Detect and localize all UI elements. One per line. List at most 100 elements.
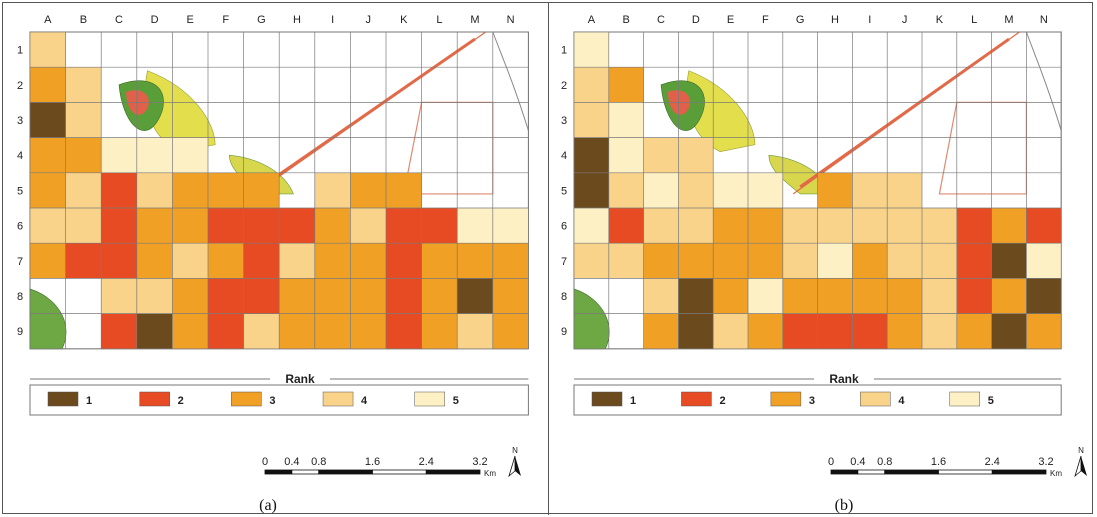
north-arrow-icon: N [508,446,521,478]
grid-cell-E6 [172,208,208,244]
row-label-2: 2 [17,80,23,92]
row-label-2: 2 [561,80,567,92]
grid-cell-F6 [208,208,244,244]
grid-cell-B6 [608,208,644,244]
grid-cell-C9 [101,313,137,349]
grid-cell-C7 [101,243,137,279]
grid-cell-J5 [887,172,922,208]
grid-cell-A3 [30,102,66,138]
grid-cell-M7 [457,243,493,279]
grid-cell-N8 [492,278,529,314]
grid-cell-K5 [386,172,422,208]
grid-cell-D6 [678,208,714,244]
grid-cell-C5 [643,172,679,208]
column-label-J: J [365,14,371,26]
grid-cell-H5 [817,172,853,208]
north-label: N [1078,446,1084,455]
grid-cell-N6 [1026,208,1062,244]
column-label-K: K [400,14,408,26]
scale-label: 3.2 [1038,456,1053,468]
grid-cell-D9 [136,313,173,349]
grid-cell-H9 [817,313,853,349]
scale-label: 0.8 [877,456,892,468]
row-label-5: 5 [561,185,567,197]
scale-segment [884,469,939,475]
scale-label: 2.4 [985,456,1000,468]
grid-cell-G6 [243,208,280,244]
column-label-E: E [187,14,194,26]
grid-cell-B6 [65,208,102,244]
grid-cell-F6 [748,208,783,244]
grid-cell-F5 [748,172,783,208]
scale-label: 1.6 [931,456,946,468]
grid-cell-J8 [350,278,386,314]
grid-cell-L6 [421,208,458,244]
grid-cell-N7 [492,243,529,279]
scale-label: 0.4 [850,456,865,468]
legend-swatch-3 [770,391,802,407]
scale-label: 3.2 [472,456,487,468]
grid-cell-J7 [350,243,386,279]
row-label-4: 4 [17,150,23,162]
north-arrow-right [515,456,521,476]
north-arrow-left [508,455,516,478]
north-label: N [512,446,518,455]
grid-cell-A5 [574,172,609,208]
grid-cell-F9 [748,313,783,349]
grid-cell-H6 [817,208,853,244]
grid-cell-F5 [208,172,244,208]
legend: Rank 1 2 3 4 5 [573,372,1062,416]
column-label-L: L [436,14,442,26]
column-label-D: D [151,14,159,26]
grid-cell-M8 [991,278,1027,314]
grid-cell-H6 [279,208,315,244]
grid-cell-B2 [608,67,644,103]
legend-label-4: 4 [361,395,368,407]
grid-cell-E5 [172,172,208,208]
scale-label: 2.4 [419,456,434,468]
column-label-L: L [971,14,977,26]
grid-cell-E8 [713,278,748,314]
scale-segment [264,469,293,475]
grid-cell-N8 [1026,278,1062,314]
column-label-B: B [80,14,87,26]
grid-cell-L8 [421,278,458,314]
caption-a: (a) [259,497,277,514]
row-label-1: 1 [561,45,567,57]
grid-cell-A7 [30,243,66,279]
column-label-F: F [222,14,229,26]
grid-cell-I5 [314,172,351,208]
grid-cell-L7 [421,243,458,279]
scale-segment [318,469,373,475]
column-label-H: H [293,14,301,26]
grid-cell-F8 [208,278,244,314]
grid-cell-A6 [574,208,609,244]
column-label-N: N [1040,14,1048,26]
legend-label-5: 5 [453,395,459,407]
grid-cell-L9 [956,313,992,349]
scale-segment [991,469,1047,475]
legend-swatch-1 [47,391,79,407]
grid-cell-B3 [608,102,644,138]
scale-bar: 0 0.4 0.8 1.6 2.4 3.2Km [828,456,1062,478]
grid-cell-N6 [492,208,529,244]
grid-cell-G6 [782,208,818,244]
column-label-H: H [831,14,839,26]
rank-map-a: A B C D E F G H I J K L M N 1 2 3 4 5 6 7 8 9 Rank 1 2 3 4 5 0 0.4 0.8 1… [17,14,529,478]
rank-cells [574,32,1062,349]
legend-swatch-2 [681,391,712,407]
caption-b: (b) [834,497,854,514]
grid-cell-B4 [65,137,102,173]
grid-cell-A1 [574,32,609,68]
grid-cell-C8 [643,278,679,314]
grid-cell-F7 [208,243,244,279]
grid-cell-A7 [574,243,609,279]
grid-cell-E8 [172,278,208,314]
grid-cell-I6 [852,208,888,244]
grid-cell-B7 [65,243,102,279]
column-label-M: M [1004,14,1013,26]
column-label-G: G [257,14,266,26]
scale-segment [857,469,886,475]
row-label-6: 6 [17,221,23,233]
legend-label-3: 3 [269,395,275,407]
